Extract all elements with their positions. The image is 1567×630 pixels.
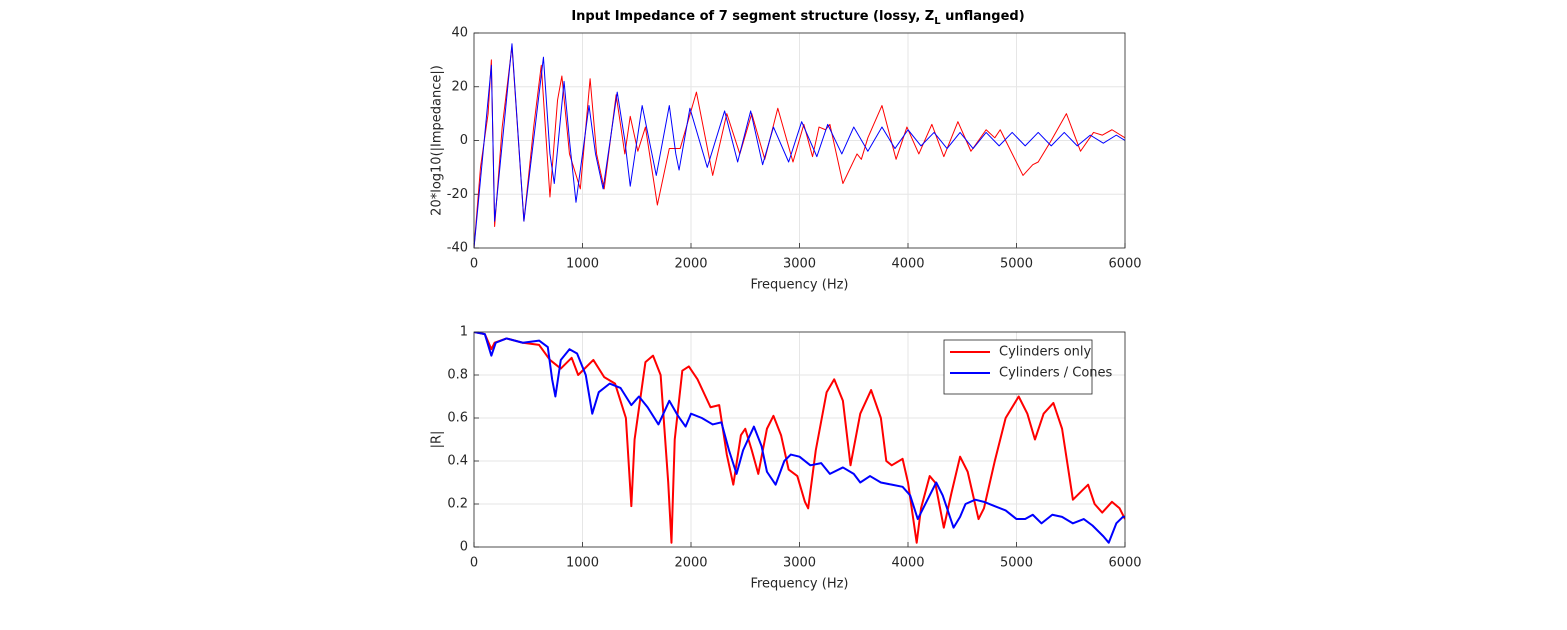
legend-label: Cylinders only [999,345,1092,360]
data-line [474,332,1125,544]
chart-title: Input Impedance of 7 segment structure (… [571,9,1024,28]
axes-frame [473,331,1126,548]
x-tick-label: 1000 [566,556,599,571]
x-tick-label: 3000 [783,257,816,272]
y-tick-label: 0 [460,133,468,148]
x-tick-label: 2000 [674,556,707,571]
x-tick-label: 3000 [783,556,816,571]
title-subscript: L [934,16,941,27]
y-tick-label: 20 [451,79,468,94]
title-text: Input Impedance of 7 segment structure (… [571,9,934,24]
x-tick-label: 4000 [891,257,924,272]
y-tick-label: 0.4 [447,454,468,469]
data-line [474,43,1125,248]
title-text: unflanged) [941,9,1025,24]
y-tick-label: 40 [451,26,468,41]
x-tick-label: 0 [470,257,478,272]
x-axis-label: Frequency (Hz) [750,577,848,592]
y-tick-label: 1 [460,325,468,340]
y-tick-label: -40 [447,241,468,256]
x-tick-label: 0 [470,556,478,571]
plot-area [474,43,1125,248]
x-tick-label: 1000 [566,257,599,272]
x-tick-label: 4000 [891,556,924,571]
y-axis-label: 20*log10(|Impedance|) [430,65,445,216]
legend-box [943,339,1093,395]
y-tick-label: 0 [460,540,468,555]
x-tick-label: 6000 [1108,556,1141,571]
x-tick-label: 6000 [1108,257,1141,272]
y-tick-label: 0.8 [447,368,468,383]
y-axis-label: |R| [430,431,445,449]
data-line [474,332,1125,544]
axes-frame [473,32,1126,249]
y-tick-label: -20 [447,187,468,202]
y-tick-label: 0.6 [447,411,468,426]
x-tick-label: 5000 [1000,257,1033,272]
plot-area [474,332,1125,544]
legend-label: Cylinders / Cones [999,366,1113,381]
y-tick-label: 0.2 [447,497,468,512]
x-tick-label: 2000 [674,257,707,272]
x-axis-label: Frequency (Hz) [750,278,848,293]
x-tick-label: 5000 [1000,556,1033,571]
